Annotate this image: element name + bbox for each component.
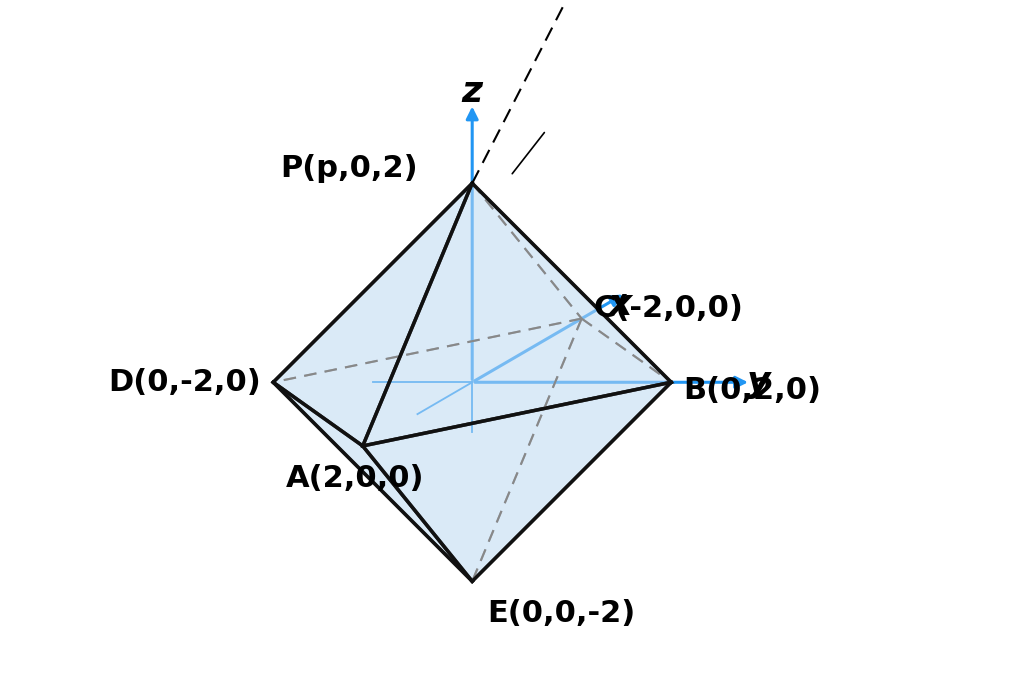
Text: y: y bbox=[748, 365, 770, 400]
Text: A(2,0,0): A(2,0,0) bbox=[286, 464, 424, 493]
Text: D(0,-2,0): D(0,-2,0) bbox=[109, 368, 261, 397]
Polygon shape bbox=[273, 382, 472, 581]
Text: E(0,0,-2): E(0,0,-2) bbox=[487, 599, 635, 628]
Polygon shape bbox=[273, 184, 472, 446]
Text: C(-2,0,0): C(-2,0,0) bbox=[594, 294, 743, 323]
Polygon shape bbox=[362, 184, 671, 446]
Text: x: x bbox=[609, 288, 632, 322]
Text: B(0,2,0): B(0,2,0) bbox=[683, 376, 821, 405]
Text: P(p,0,2): P(p,0,2) bbox=[280, 154, 418, 183]
Polygon shape bbox=[362, 382, 671, 581]
Text: z: z bbox=[462, 75, 482, 109]
